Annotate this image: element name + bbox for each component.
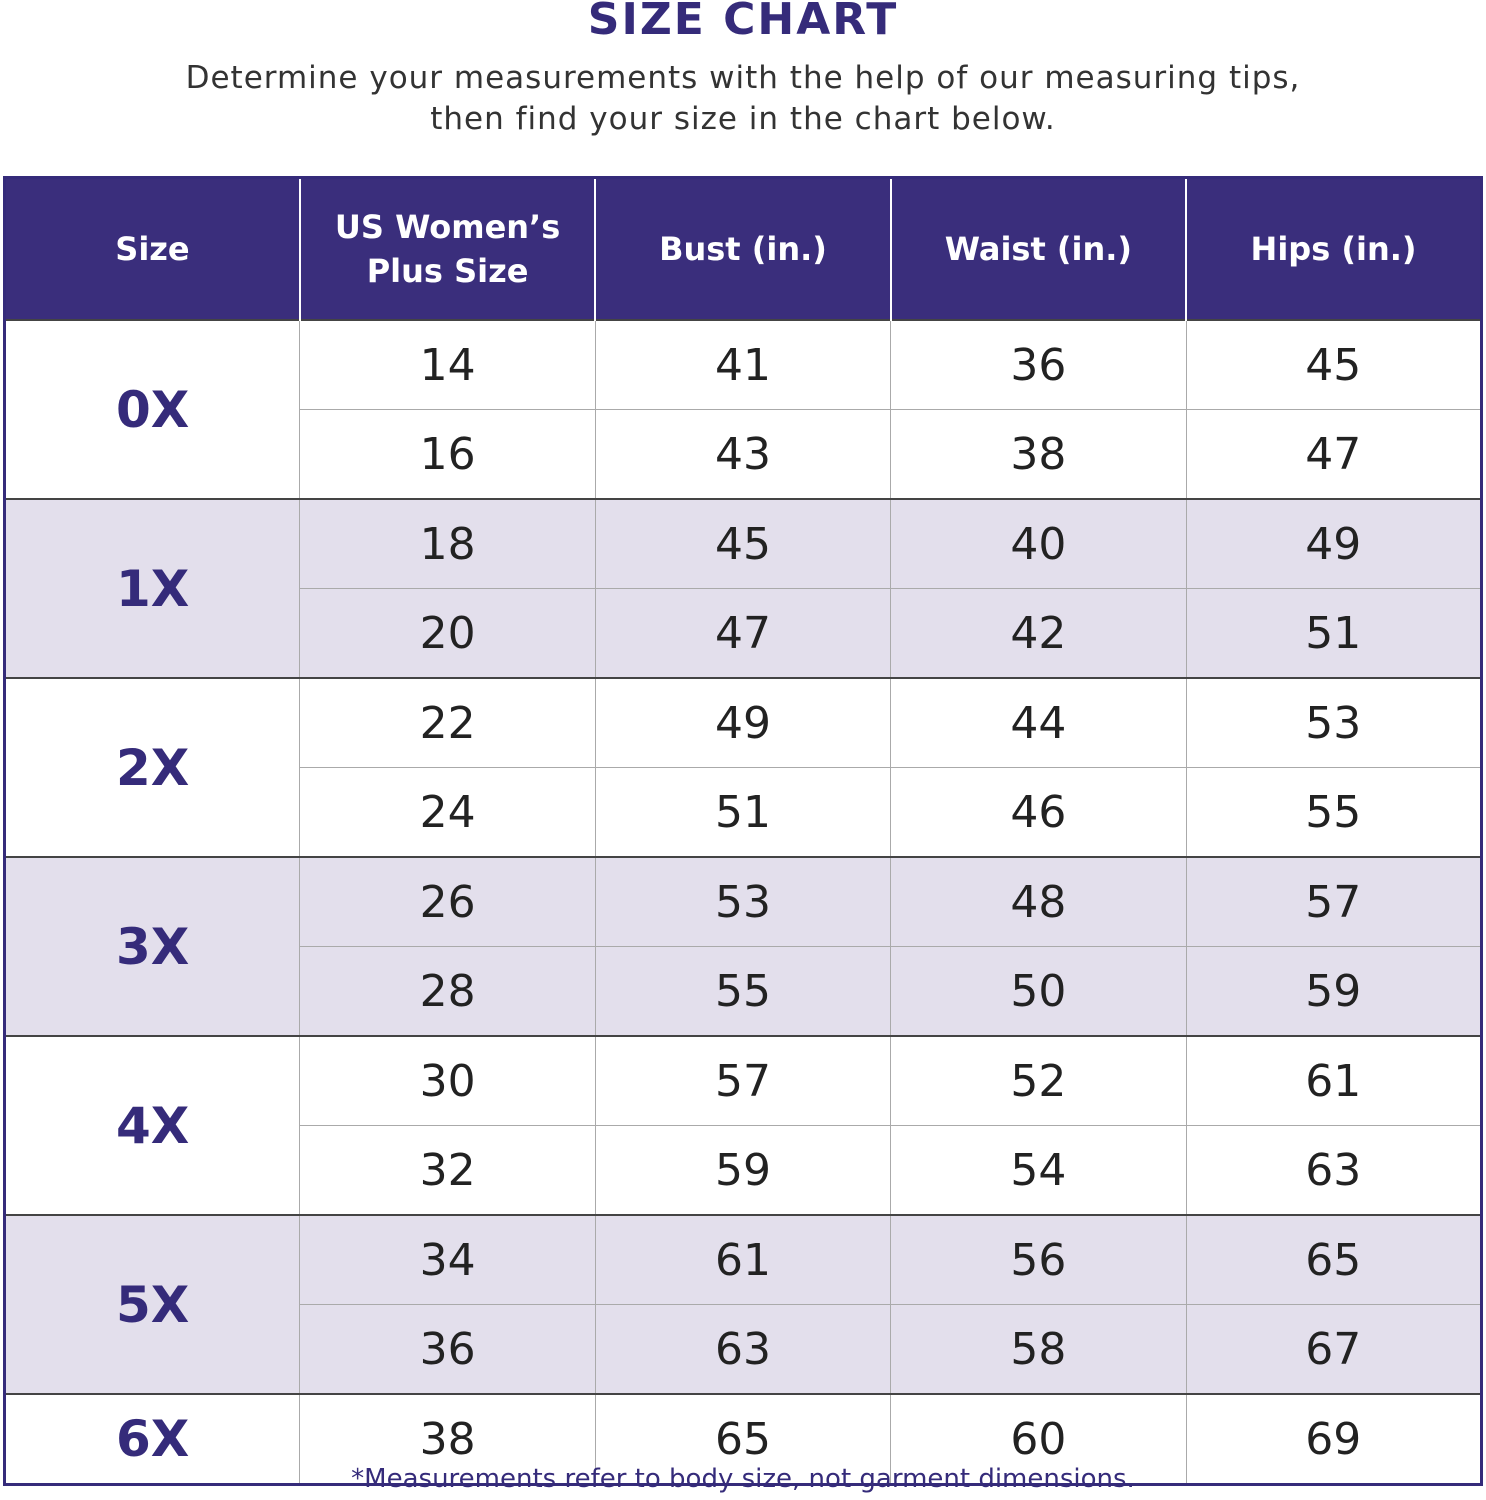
size-cell: 1X <box>3 498 301 679</box>
value-cell: 58 <box>890 1304 1187 1395</box>
value-cell: 61 <box>594 1214 892 1305</box>
table-row: 4X 30 57 52 61 <box>3 1035 1483 1216</box>
size-table: Size US Women’s Plus Size Bust (in.) Waist … <box>3 176 1483 1486</box>
value-cell: 50 <box>890 946 1187 1037</box>
value-cell: 51 <box>594 767 892 858</box>
table-row: 5X 34 61 56 65 <box>3 1214 1483 1395</box>
size-cell: 6X <box>3 1393 301 1485</box>
value-cell: 26 <box>299 856 596 947</box>
value-cell: 57 <box>1185 856 1483 947</box>
table-row: 20 47 42 51 <box>5 588 1483 679</box>
table-row: 6X 38 65 60 69 <box>3 1393 1483 1485</box>
value-cell: 54 <box>890 1125 1187 1216</box>
value-cell: 42 <box>890 588 1187 679</box>
value-cell: 56 <box>890 1214 1187 1305</box>
column-header: Hips (in.) <box>1185 177 1482 320</box>
value-cell: 51 <box>1185 588 1483 679</box>
header-row: Size US Women’s Plus Size Bust (in.) Waist … <box>4 177 1482 320</box>
value-cell: 61 <box>1185 1035 1483 1126</box>
value-cell: 30 <box>299 1035 596 1126</box>
value-cell: 38 <box>890 409 1187 500</box>
subtitle: Determine your measurements with the hel… <box>185 60 1301 96</box>
table-row: 28 55 50 59 <box>5 946 1483 1037</box>
table-row: 0X 14 41 36 45 <box>3 319 1483 500</box>
value-cell: 47 <box>594 588 892 679</box>
value-cell: 28 <box>299 946 596 1037</box>
value-cell: 60 <box>890 1393 1187 1485</box>
value-cell: 63 <box>1185 1125 1483 1216</box>
value-cell: 40 <box>890 498 1187 589</box>
value-cell: 44 <box>890 677 1187 768</box>
table-row: 24 51 46 55 <box>5 767 1483 858</box>
value-cell: 16 <box>299 409 596 500</box>
subtitle: then find your size in the chart below. <box>430 101 1056 137</box>
value-cell: 46 <box>890 767 1187 858</box>
value-cell: 32 <box>299 1125 596 1216</box>
value-cell: 59 <box>1185 946 1483 1037</box>
value-cell: 45 <box>594 498 892 589</box>
value-cell: 59 <box>594 1125 892 1216</box>
value-cell: 49 <box>594 677 892 768</box>
value-cell: 34 <box>299 1214 596 1305</box>
size-cell: 2X <box>3 677 301 858</box>
column-header: Bust (in.) <box>594 177 891 320</box>
value-cell: 43 <box>594 409 892 500</box>
column-header: US Women’s Plus Size <box>298 177 596 320</box>
size-cell: 3X <box>3 856 301 1037</box>
value-cell: 49 <box>1185 498 1483 589</box>
table-row: 3X 26 53 48 57 <box>3 856 1483 1037</box>
value-cell: 65 <box>594 1393 892 1485</box>
value-cell: 67 <box>1185 1304 1483 1395</box>
value-cell: 53 <box>594 856 892 947</box>
table-row: 2X 22 49 44 53 <box>3 677 1483 858</box>
value-cell: 48 <box>890 856 1187 947</box>
value-cell: 47 <box>1185 409 1483 500</box>
value-cell: 14 <box>299 319 596 410</box>
table-row: 1X 18 45 40 49 <box>3 498 1483 679</box>
size-cell: 4X <box>3 1035 301 1216</box>
value-cell: 36 <box>890 319 1187 410</box>
value-cell: 69 <box>1185 1393 1483 1485</box>
value-cell: 36 <box>299 1304 596 1395</box>
size-cell: 5X <box>3 1214 301 1395</box>
value-cell: 63 <box>594 1304 892 1395</box>
value-cell: 24 <box>299 767 596 858</box>
size-cell: 0X <box>3 319 301 500</box>
value-cell: 65 <box>1185 1214 1483 1305</box>
value-cell: 20 <box>299 588 596 679</box>
value-cell: 53 <box>1185 677 1483 768</box>
value-cell: 55 <box>1185 767 1483 858</box>
column-header: Waist (in.) <box>889 177 1187 320</box>
value-cell: 41 <box>594 319 892 410</box>
value-cell: 57 <box>594 1035 892 1126</box>
column-header: Size <box>4 177 300 320</box>
value-cell: 22 <box>299 677 596 768</box>
footnote: *Measurements refer to body size, not ga… <box>351 1464 1135 1494</box>
value-cell: 38 <box>299 1393 596 1485</box>
value-cell: 55 <box>594 946 892 1037</box>
table-row: 36 63 58 67 <box>5 1304 1483 1395</box>
title: SIZE CHART <box>587 0 899 45</box>
value-cell: 18 <box>299 498 596 589</box>
value-cell: 45 <box>1185 319 1483 410</box>
value-cell: 52 <box>890 1035 1187 1126</box>
